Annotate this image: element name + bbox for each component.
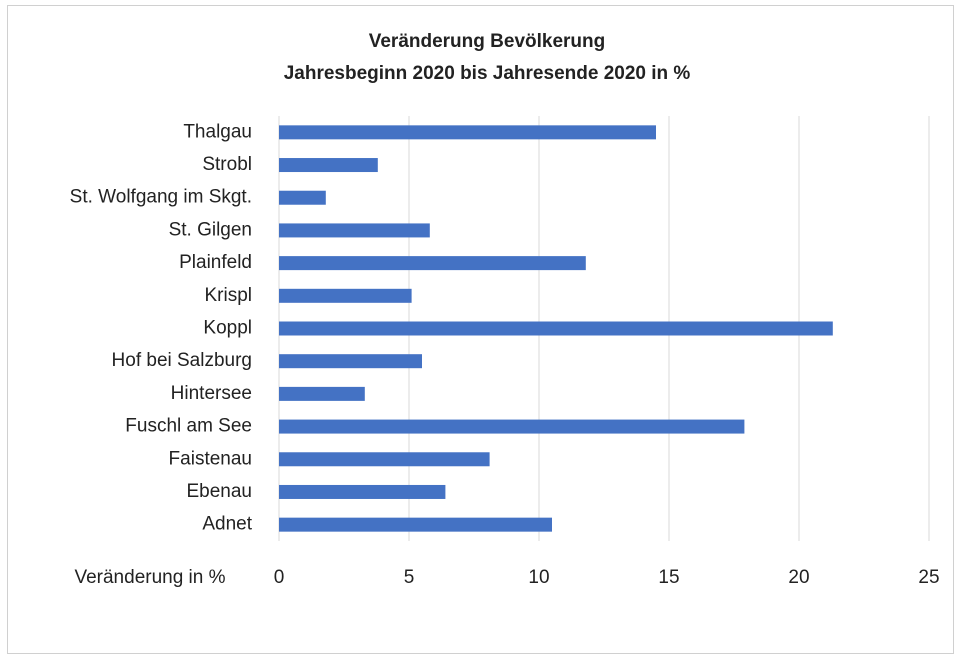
x-tick-label: 0	[274, 567, 285, 588]
bar	[279, 256, 586, 271]
x-tick-label: 10	[528, 567, 549, 588]
bar	[279, 288, 412, 303]
x-tick-label: 15	[658, 567, 679, 588]
chart-subtitle: Jahresbeginn 2020 bis Jahresende 2020 in…	[284, 63, 691, 84]
y-tick-label: Plainfeld	[179, 252, 252, 273]
bar	[279, 452, 490, 467]
x-tick-label: 25	[918, 567, 939, 588]
x-axis-label: Veränderung in %	[74, 567, 225, 588]
y-tick-label: Faistenau	[169, 448, 252, 469]
bar	[279, 321, 833, 336]
bar	[279, 517, 552, 532]
bar	[279, 419, 745, 434]
y-tick-label: St. Gilgen	[169, 219, 252, 240]
y-tick-label: Krispl	[204, 285, 252, 306]
bar	[279, 484, 446, 499]
bar	[279, 386, 365, 401]
y-tick-label: Fuschl am See	[125, 416, 252, 437]
y-tick-label: Adnet	[202, 514, 252, 535]
bar	[279, 158, 378, 173]
y-tick-label: Hof bei Salzburg	[112, 350, 252, 371]
bar	[279, 354, 422, 369]
bar	[279, 190, 326, 205]
y-tick-label: Koppl	[203, 318, 252, 339]
y-tick-label: Thalgau	[183, 121, 252, 142]
bar	[279, 125, 656, 140]
x-tick-label: 5	[404, 567, 415, 588]
chart-title: Veränderung Bevölkerung	[369, 31, 606, 52]
y-tick-label: Hintersee	[171, 383, 252, 404]
y-tick-label: Strobl	[202, 154, 252, 175]
y-tick-label: Ebenau	[186, 481, 252, 502]
bar	[279, 223, 430, 238]
x-tick-label: 20	[788, 567, 809, 588]
y-tick-label: St. Wolfgang im Skgt.	[70, 187, 252, 208]
